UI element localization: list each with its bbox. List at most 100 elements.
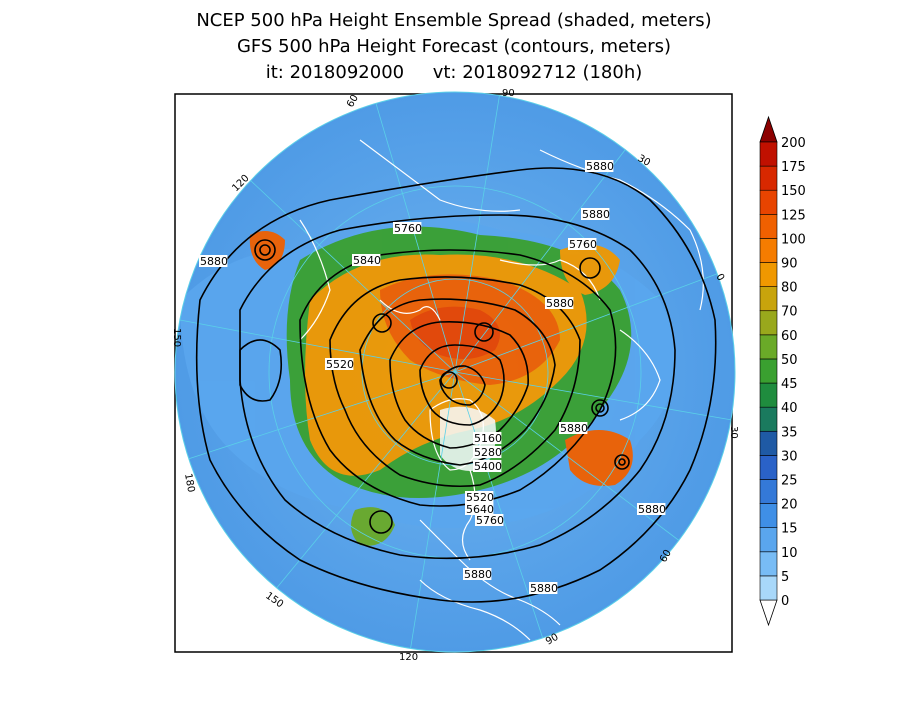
- colorbar-tick-label: 45: [781, 377, 798, 392]
- contour-label: 5880: [530, 582, 558, 595]
- contour-label-bg: [463, 568, 492, 580]
- contour-label: 5520: [466, 491, 494, 504]
- colorbar-tick-label: 30: [781, 449, 798, 464]
- colorbar-swatch: [759, 310, 778, 336]
- contour-label-bg: [475, 514, 504, 526]
- contour-label: 5760: [569, 238, 597, 251]
- longitude-label: 30: [728, 426, 739, 439]
- colorbar-tick-label: 90: [781, 257, 798, 272]
- colorbar-swatch: [759, 575, 778, 601]
- longitude-label: 150: [171, 328, 182, 347]
- colorbar-tick-label: 150: [781, 184, 806, 199]
- contour-label: 5880: [200, 255, 228, 268]
- colorbar-swatch: [759, 455, 778, 480]
- colorbar-swatch: [759, 527, 778, 553]
- colorbar-tick-label: 15: [781, 522, 798, 537]
- contour-label: 5640: [466, 503, 494, 516]
- colorbar-tick-label: 10: [781, 546, 798, 561]
- colorbar-tick-label: 50: [781, 353, 798, 368]
- contour-label-bg: [559, 422, 588, 434]
- contour-labels: 5760584058805520516052805400564057605880…: [199, 160, 666, 595]
- colorbar-tick-label: 0: [781, 594, 789, 609]
- contour-label-bg: [545, 297, 574, 309]
- height-contours: [195, 167, 717, 603]
- title-line-2: GFS 500 hPa Height Forecast (contours, m…: [236, 36, 672, 57]
- colorbar-swatch: [759, 189, 778, 215]
- longitude-label: 90: [502, 88, 515, 99]
- spread-shading: [180, 218, 676, 546]
- contour-label-bg: [581, 208, 610, 220]
- colorbar-tick-label: 70: [781, 305, 798, 320]
- contour-label-bg: [465, 503, 494, 515]
- title-line-3: it: 2018092000 vt: 2018092712 (180h): [265, 62, 643, 83]
- contour-label-bg: [393, 222, 422, 234]
- contour-label-bg: [585, 160, 614, 172]
- colorbar-swatch: [759, 141, 778, 167]
- colorbar-tick-label: 175: [781, 160, 806, 175]
- contour-label: 5520: [326, 358, 354, 371]
- colorbar-swatch: [759, 382, 778, 408]
- spread-pacific-region: [351, 507, 395, 546]
- map-disc: [175, 92, 735, 652]
- colorbar-tick-label: 5: [781, 570, 789, 585]
- spread-125-region: [410, 306, 500, 359]
- colorbar: 0 5 10 15 20 25 30 35 40 45 50 60 70 80 90 100 125 150 175…: [759, 115, 806, 627]
- spread-atlantic-region: [565, 430, 633, 486]
- colorbar-swatch: [759, 262, 778, 287]
- colorbar-swatch: [759, 286, 778, 312]
- contour-label: 5160: [474, 432, 502, 445]
- longitude-label: 180: [182, 473, 196, 494]
- colorbar-swatch: [759, 238, 778, 263]
- contour-label-bg: [465, 491, 494, 503]
- contour-label-bg: [529, 582, 558, 594]
- contour-label: 5760: [394, 222, 422, 235]
- colorbar-swatch: [759, 406, 778, 432]
- contour-label: 5880: [638, 503, 666, 516]
- contour-label-bg: [352, 254, 381, 266]
- colorbar-tick-label: 125: [781, 208, 806, 223]
- globe-edge: [174, 91, 736, 653]
- contour-label: 5880: [464, 568, 492, 581]
- colorbar-swatch: [759, 479, 778, 504]
- contour-label: 5280: [474, 446, 502, 459]
- map-title: NCEP 500 hPa Height Ensemble Spread (sha…: [0, 8, 908, 86]
- contour-label: 5760: [476, 514, 504, 527]
- contour-label: 5880: [586, 160, 614, 173]
- contour-label-bg: [637, 503, 666, 515]
- graticule: [179, 92, 733, 652]
- colorbar-tick-label: 40: [781, 401, 798, 416]
- contour-label: 5880: [546, 297, 574, 310]
- spread-europe-region: [560, 244, 620, 295]
- longitude-label: 120: [399, 652, 418, 663]
- contour-label-bg: [568, 238, 597, 250]
- colorbar-swatch: [759, 165, 778, 191]
- title-line-1: NCEP 500 hPa Height Ensemble Spread (sha…: [196, 10, 712, 31]
- contour-label: 5840: [353, 254, 381, 267]
- coastlines: [299, 139, 704, 641]
- longitude-label: 0: [713, 272, 726, 283]
- colorbar-swatch: [759, 358, 778, 384]
- colorbar-tick-label: 200: [781, 136, 806, 151]
- colorbar-tick-label: 35: [781, 425, 798, 440]
- colorbar-swatch: [759, 503, 778, 528]
- contour-label: 5880: [560, 422, 588, 435]
- contour-label-bg: [199, 255, 228, 267]
- contour-label: 5880: [582, 208, 610, 221]
- contour-label-bg: [473, 460, 502, 472]
- colorbar-over-triangle: [759, 115, 778, 143]
- contour-label-bg: [325, 358, 354, 370]
- spread-kamchatka-region: [249, 231, 285, 270]
- colorbar-swatch: [759, 214, 778, 239]
- colorbar-tick-label: 25: [781, 473, 798, 488]
- colorbar-under-triangle: [759, 599, 778, 627]
- colorbar-swatch: [759, 551, 778, 577]
- contour-label-bg: [473, 432, 502, 444]
- colorbar-tick-label: 20: [781, 498, 798, 513]
- contour-label: 5400: [474, 460, 502, 473]
- colorbar-tick-label: 100: [781, 232, 806, 247]
- colorbar-swatch: [759, 430, 778, 456]
- colorbar-swatch: [759, 334, 778, 360]
- contour-label-bg: [473, 446, 502, 458]
- colorbar-tick-label: 80: [781, 281, 798, 296]
